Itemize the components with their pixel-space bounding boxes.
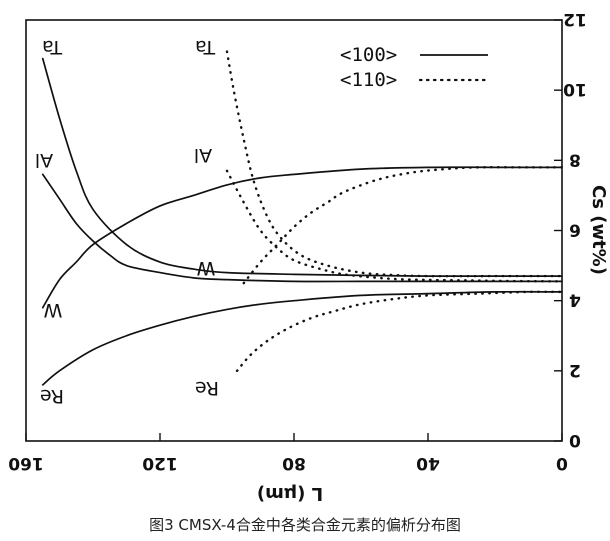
series-label-w-100: W	[43, 299, 62, 321]
labels-layer: Ta Al W Re Ta Al W Re	[35, 36, 219, 407]
series-label-al-100: Al	[35, 149, 53, 171]
series-al-100	[41, 173, 563, 283]
x-axis-title: L (μm)	[257, 483, 323, 504]
series-ta-110	[225, 50, 564, 278]
y-tick-label: 12	[563, 9, 587, 29]
y-tick-label: 8	[569, 149, 581, 169]
x-tick-label: 160	[8, 453, 44, 473]
series-w-110	[242, 166, 564, 285]
legend: <100> <110>	[340, 44, 492, 91]
series-label-ta-110: Ta	[195, 36, 216, 58]
y-tick-label: 10	[563, 79, 587, 99]
x-tick-label: 120	[142, 453, 178, 473]
figure-caption: 图3 CMSX-4合金中各类合金元素的偏析分布图	[149, 516, 461, 534]
y-tick-label: 6	[569, 220, 581, 240]
ticks-layer: 160 120 80 40 00 2 4 6 8 10 12	[8, 9, 587, 473]
series-re-110	[235, 290, 564, 373]
y-tick-label: 2	[569, 360, 581, 380]
series-label-w-110: W	[196, 257, 215, 279]
y-tick-label: 0	[569, 430, 581, 450]
x-tick-label: 80	[282, 453, 306, 473]
series-label-re-110: Re	[195, 377, 219, 399]
series-label-re-100: Re	[40, 385, 64, 407]
series-al-110	[225, 169, 564, 283]
plot-border	[25, 19, 563, 442]
series-layer	[41, 50, 564, 386]
y-tick-label: 4	[569, 290, 581, 310]
series-label-ta-100: Ta	[42, 36, 63, 58]
legend-label-100: <100>	[340, 44, 397, 66]
series-w-100	[41, 166, 563, 309]
series-label-al-110: Al	[194, 144, 212, 166]
series-ta-100	[41, 57, 563, 278]
y-axis-title: Cs (wt%)	[588, 185, 609, 275]
x-tick-label: 40	[416, 453, 440, 473]
legend-label-110: <110>	[340, 69, 397, 91]
plot-frame	[25, 19, 563, 442]
x-tick-label: 0	[556, 453, 568, 473]
series-re-100	[41, 290, 563, 386]
